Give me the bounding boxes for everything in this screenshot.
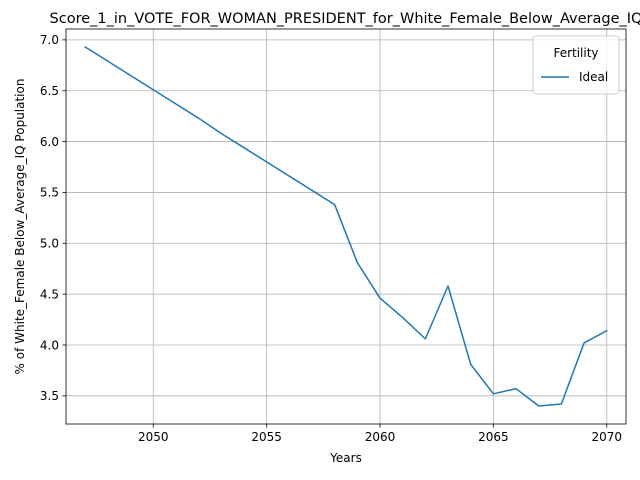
y-axis-label: % of White_Female Below_Average_IQ Popul… [13, 79, 27, 375]
y-tick-label: 6.0 [40, 135, 59, 149]
y-tick-label: 7.0 [40, 33, 59, 47]
y-tick-label: 6.5 [40, 84, 59, 98]
y-tick-label: 4.5 [40, 287, 59, 301]
x-tick-label: 2050 [138, 430, 169, 444]
chart-title: Score_1_in_VOTE_FOR_WOMAN_PRESIDENT_for_… [50, 11, 640, 27]
legend-box [532, 35, 620, 95]
x-tick-label: 2065 [478, 430, 509, 444]
legend-title: Fertility [553, 46, 598, 60]
y-tick-label: 5.0 [40, 237, 59, 251]
y-tick-label: 3.5 [40, 389, 59, 403]
x-axis-label: Years [329, 451, 362, 465]
plot-frame [65, 28, 627, 425]
y-tick-label: 5.5 [40, 186, 59, 200]
y-tick-label: 4.0 [40, 338, 59, 352]
series-layer [84, 45, 608, 407]
x-tick-label: 2055 [251, 430, 282, 444]
y-axis-ticks: 3.5 4.0 4.5 5.0 5.5 6.0 6.5 7.0 [40, 33, 66, 403]
x-axis-ticks: 2050 2055 2060 2065 2070 [138, 424, 622, 444]
x-tick-label: 2060 [365, 430, 396, 444]
series-line-ideal [84, 45, 608, 407]
legend: Fertility Ideal [532, 35, 620, 95]
x-tick-label: 2070 [591, 430, 622, 444]
legend-label-ideal: Ideal [579, 70, 608, 84]
